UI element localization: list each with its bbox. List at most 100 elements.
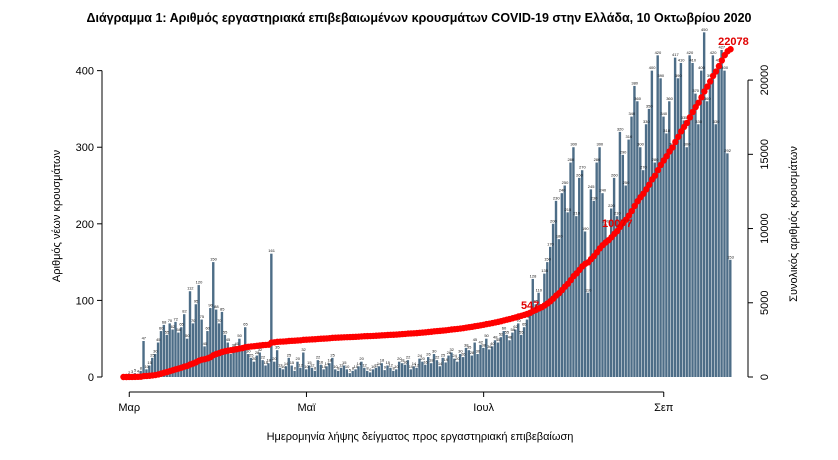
bar-value-label: 60 — [159, 326, 164, 331]
bar — [435, 360, 439, 377]
bar — [662, 116, 665, 377]
cumulative-annotation: 22078 — [718, 36, 749, 48]
bar — [191, 323, 195, 377]
bar-value-label: 70 — [217, 318, 222, 323]
bar-value-label: 42 — [479, 339, 484, 344]
bar — [676, 78, 680, 378]
bar-value-label: 65 — [179, 322, 184, 327]
bar — [621, 154, 625, 377]
bar-value-label: 4 — [137, 368, 140, 373]
cumulative-point — [712, 68, 720, 75]
bar-value-label: 70 — [516, 318, 521, 323]
cumulative-point — [651, 172, 659, 179]
bar — [726, 153, 729, 377]
x-axis-label: Ημερομηνία λήψης δείγματος προς εργαστηρ… — [267, 431, 574, 443]
bar-value-label: 360 — [634, 96, 641, 101]
bar — [313, 370, 317, 377]
bar — [566, 212, 569, 377]
bar-value-label: 32 — [258, 347, 263, 352]
bar — [406, 360, 410, 377]
bar-value-label: 340 — [660, 111, 667, 116]
bar — [592, 200, 595, 377]
bar — [284, 366, 288, 377]
bar — [389, 367, 392, 377]
bar-value-label: 10 — [333, 364, 338, 369]
bar — [470, 355, 473, 377]
bar-value-label: 380 — [631, 80, 638, 85]
bar-value-label: 15 — [342, 360, 347, 365]
bar-value-label: 35 — [275, 345, 280, 350]
bar-value-label: 410 — [689, 57, 696, 62]
bar-value-label: 20 — [296, 356, 301, 361]
bar — [322, 369, 325, 377]
bar — [528, 314, 532, 377]
bar-value-label: 85 — [220, 306, 225, 311]
bar-value-label: 8 — [366, 365, 369, 370]
bar-value-label: 5 — [134, 368, 137, 373]
bar — [595, 162, 598, 377]
bar — [604, 223, 607, 377]
bar-value-label: 12 — [278, 362, 283, 367]
bar-value-label: 22 — [316, 355, 321, 360]
bar — [159, 331, 163, 377]
bar — [342, 365, 346, 377]
bar — [636, 101, 639, 378]
bar-value-label: 10 — [345, 364, 350, 369]
bar-value-label: 95 — [534, 299, 539, 304]
bar — [174, 321, 177, 377]
bar-value-label: 110 — [585, 287, 592, 292]
left-y-axis: 0 100 200 300 400 — [76, 66, 103, 384]
bar-value-label: 200 — [550, 218, 557, 223]
bar-value-label: 18 — [429, 358, 434, 363]
bar — [180, 327, 183, 377]
bar-value-label: 25 — [441, 352, 446, 357]
bar — [273, 361, 276, 377]
bar-value-label: 20 — [252, 356, 257, 361]
bar — [612, 177, 616, 377]
bar — [444, 362, 447, 377]
bar-value-label: 150 — [544, 257, 551, 262]
bar-value-label: 335 — [681, 115, 688, 120]
bar — [569, 162, 572, 377]
bar-value-label: 128 — [530, 273, 537, 278]
bar-value-label: 400 — [721, 65, 728, 70]
bar — [729, 259, 732, 377]
bar-value-label: 292 — [724, 148, 731, 153]
cumulative-point — [689, 108, 696, 116]
bar — [177, 332, 180, 377]
bar-value-label: 210 — [614, 211, 621, 216]
bar — [325, 366, 328, 377]
bar — [554, 200, 558, 377]
bar-value-label: 20 — [455, 356, 460, 361]
bar — [688, 55, 691, 377]
cumulative-point — [669, 144, 676, 151]
bar — [537, 292, 540, 377]
bar — [534, 304, 537, 377]
bar — [673, 57, 677, 378]
bar — [197, 285, 200, 377]
bar-value-label: 240 — [559, 188, 566, 193]
bar-value-label: 120 — [196, 280, 203, 285]
cumulative-point — [715, 62, 723, 70]
bar-value-label: 25 — [150, 352, 155, 357]
bar — [557, 239, 561, 377]
bar — [711, 55, 715, 377]
bar-value-label: 18 — [400, 358, 405, 363]
bar-value-label: 417 — [672, 52, 679, 57]
bar-value-label: 88 — [214, 304, 219, 309]
cumulative-point — [698, 94, 705, 101]
bar — [328, 363, 331, 377]
bar-value-label: 95 — [194, 299, 199, 304]
left-tick-label: 100 — [76, 295, 94, 307]
bar — [148, 365, 151, 377]
bar-value-label: 15 — [264, 360, 269, 365]
bar-value-label: 60 — [502, 326, 507, 331]
bar — [511, 332, 514, 377]
bar-value-label: 28 — [447, 350, 452, 355]
bar-value-label: 14 — [377, 361, 382, 366]
bar — [589, 189, 593, 377]
bar-value-label: 52 — [499, 332, 504, 337]
bar-value-label: 2 — [128, 370, 131, 375]
bar-value-label: 14 — [438, 361, 443, 366]
bar — [653, 162, 656, 377]
